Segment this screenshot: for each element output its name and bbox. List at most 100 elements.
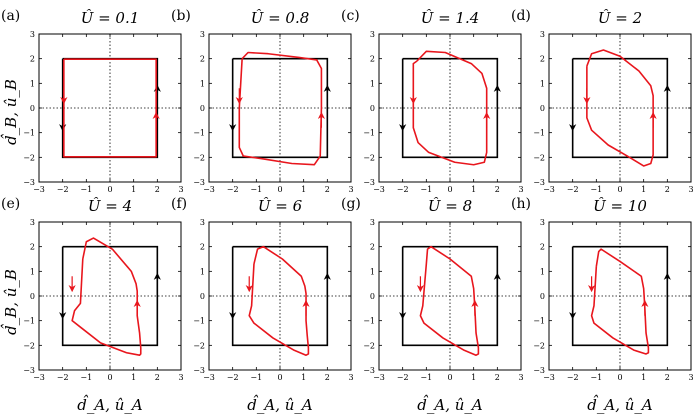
x-tick-label: 2 [665, 185, 670, 194]
x-tick-label: 3 [348, 185, 353, 194]
x-axis-label: d̂_A, û_A [247, 395, 313, 414]
x-tick-label: 3 [178, 185, 183, 194]
panel-h: −3 −2 −1 0 1 2 3 −3 −2 −1 0 1 2 3 (h) Û = 10 [511, 196, 694, 382]
y-axis-label-top: d̂_B, û_B [1, 79, 20, 145]
x-tick-label: 1 [301, 185, 306, 194]
y-tick-label: 3 [30, 30, 35, 39]
x-tick-label: −2 [227, 373, 239, 382]
x-axis-label: d̂_A, û_A [417, 395, 483, 414]
x-tick-label: −2 [57, 185, 69, 194]
trajectory-line [71, 237, 142, 356]
x-tick-label: −3 [203, 185, 215, 194]
y-tick-label: −1 [193, 129, 205, 138]
y-tick-label: 3 [540, 30, 545, 39]
y-tick-label: 0 [200, 104, 205, 113]
panel-title: Û = 10 [593, 197, 647, 215]
trajectory-line [238, 51, 323, 166]
x-tick-label: 1 [471, 185, 476, 194]
y-tick-label: 2 [370, 243, 375, 252]
y-tick-label: −2 [23, 341, 35, 350]
x-tick-label: 0 [617, 185, 622, 194]
y-axis-label-bottom: d̂_B, û_B [1, 269, 20, 335]
y-tick-label: 1 [30, 267, 35, 276]
x-tick-label: 3 [518, 373, 523, 382]
y-tick-label: −1 [533, 129, 545, 138]
y-tick-label: 2 [370, 55, 375, 64]
panel-b: −3 −2 −1 0 1 2 3 −3 −2 −1 0 1 2 3 (b) Û = 0.8 [171, 8, 354, 194]
trajectory-line [590, 248, 650, 355]
y-tick-label: −1 [363, 129, 375, 138]
y-tick-label: 3 [370, 30, 375, 39]
y-tick-label: 1 [370, 79, 375, 88]
panel-c: −3 −2 −1 0 1 2 3 −3 −2 −1 0 1 2 3 (c) Û = 1.4 [341, 8, 524, 194]
y-tick-label: 1 [200, 79, 205, 88]
y-tick-label: 1 [200, 267, 205, 276]
x-tick-label: −3 [373, 373, 385, 382]
y-tick-label: 0 [540, 292, 545, 301]
trajectory-line [419, 245, 480, 356]
y-tick-label: 3 [370, 218, 375, 227]
y-tick-label: −2 [193, 341, 205, 350]
x-tick-label: −2 [227, 185, 239, 194]
x-tick-label: 3 [348, 373, 353, 382]
y-tick-label: 0 [30, 292, 35, 301]
x-tick-label: −2 [57, 373, 69, 382]
x-tick-label: 1 [131, 185, 136, 194]
panels-group: −3 −2 −1 0 1 2 3 −3 −2 −1 0 1 2 3 (a) Û = 0.1 −3 −2 −1 0 1 2 3… [1, 8, 694, 382]
y-tick-label: 3 [200, 218, 205, 227]
x-tick-label: 0 [107, 185, 112, 194]
y-tick-label: −2 [533, 153, 545, 162]
trajectory-line [586, 49, 654, 167]
y-tick-label: −3 [23, 366, 35, 375]
panel-f: −3 −2 −1 0 1 2 3 −3 −2 −1 0 1 2 3 (f) Û = 6 [171, 196, 354, 382]
panel-title: Û = 6 [258, 197, 303, 215]
y-tick-label: −2 [23, 153, 35, 162]
x-tick-label: 3 [178, 373, 183, 382]
x-tick-label: 2 [665, 373, 670, 382]
x-tick-label: −2 [567, 185, 579, 194]
y-tick-label: −1 [363, 317, 375, 326]
y-tick-label: 0 [370, 292, 375, 301]
y-tick-label: 2 [540, 243, 545, 252]
panel-title: Û = 4 [88, 197, 132, 215]
y-tick-label: 1 [540, 267, 545, 276]
panel-title: Û = 0.8 [251, 9, 310, 27]
x-tick-label: 0 [107, 373, 112, 382]
x-tick-label: 2 [495, 185, 500, 194]
y-tick-label: 2 [200, 55, 205, 64]
y-tick-label: 0 [30, 104, 35, 113]
x-tick-label: 0 [617, 373, 622, 382]
y-tick-label: −3 [193, 178, 205, 187]
x-tick-label: 1 [641, 373, 646, 382]
panel-label: (a) [1, 8, 20, 24]
y-tick-label: −3 [533, 178, 545, 187]
trajectory-line [63, 58, 157, 158]
x-tick-label: 0 [447, 373, 452, 382]
y-tick-label: −2 [193, 153, 205, 162]
x-tick-label: −2 [567, 373, 579, 382]
x-tick-label: −3 [203, 373, 215, 382]
y-tick-label: 2 [540, 55, 545, 64]
y-tick-label: −2 [533, 341, 545, 350]
panel-g: −3 −2 −1 0 1 2 3 −3 −2 −1 0 1 2 3 (g) Û = 8 [341, 196, 524, 382]
panel-label: (e) [1, 196, 20, 212]
x-tick-label: 1 [301, 373, 306, 382]
x-tick-label: −3 [543, 373, 555, 382]
x-tick-label: −1 [250, 185, 262, 194]
x-tick-label: 2 [495, 373, 500, 382]
y-tick-label: 0 [370, 104, 375, 113]
y-tick-label: −3 [533, 366, 545, 375]
y-tick-label: 3 [540, 218, 545, 227]
panel-e: −3 −2 −1 0 1 2 3 −3 −2 −1 0 1 2 3 (e) Û = 4 [1, 196, 184, 382]
y-tick-label: −3 [363, 178, 375, 187]
trajectory-line [412, 50, 488, 166]
x-tick-label: 0 [277, 373, 282, 382]
x-tick-label: −1 [80, 185, 92, 194]
y-tick-label: −2 [363, 153, 375, 162]
panel-title: Û = 1.4 [421, 9, 480, 27]
x-tick-label: 1 [131, 373, 136, 382]
trajectory-line [248, 245, 310, 356]
x-tick-label: −2 [397, 185, 409, 194]
y-tick-label: 0 [200, 292, 205, 301]
